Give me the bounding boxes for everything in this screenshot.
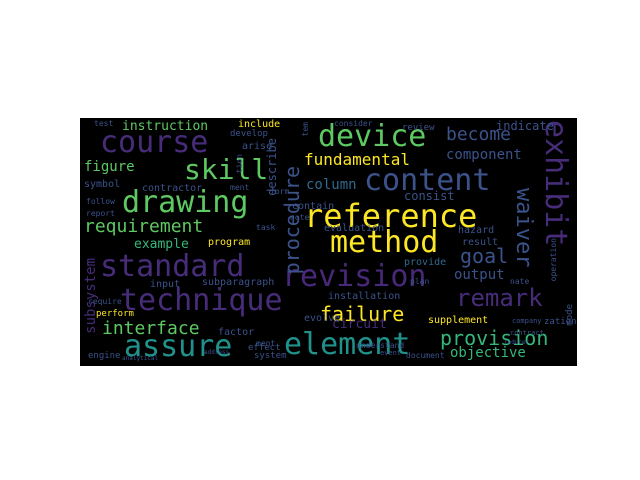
word-installation: installation: [328, 291, 401, 302]
word-event: event: [380, 349, 402, 357]
word-method: method: [330, 225, 439, 260]
word-operation: operation: [549, 238, 558, 282]
word-consider: consider: [334, 119, 373, 128]
word-ment-2: ment: [256, 339, 276, 348]
word-content: content: [364, 163, 491, 198]
word-assure: assure: [124, 329, 233, 364]
word-task: task: [256, 223, 276, 232]
word-tion: tion: [235, 154, 244, 174]
word-circuit: circuit: [332, 317, 387, 332]
word-component: component: [446, 147, 522, 163]
word-arise: arise: [242, 141, 273, 152]
word-skill: skill: [184, 153, 269, 186]
word-contract: contract: [510, 329, 544, 337]
word-revision: revision: [282, 259, 427, 294]
word-technique: technique: [120, 283, 283, 318]
word-factor: factor: [218, 327, 255, 338]
word-course: course: [100, 125, 209, 160]
word-symbol: symbol: [84, 179, 121, 190]
word-drawing: drawing: [122, 185, 249, 220]
word-document: document: [406, 351, 445, 360]
word-understand: understand: [356, 341, 405, 350]
word-include: include: [238, 119, 281, 130]
word-result: result: [462, 237, 499, 248]
word-effect: effect: [248, 343, 281, 353]
word-instruction: instruction: [122, 119, 209, 134]
word-follow: follow: [86, 197, 115, 206]
word-program: program: [208, 237, 251, 248]
word-develop: develop: [230, 129, 268, 139]
word-standard: standard: [100, 249, 245, 284]
word-fundamental: fundamental: [304, 150, 410, 169]
word-requirement: requirement: [84, 216, 204, 237]
word-interface: interface: [102, 318, 200, 339]
word-plan: plan: [410, 277, 430, 286]
word-column: column: [306, 177, 357, 193]
word-report: report: [86, 209, 115, 218]
word-evaluation: evaluation: [324, 223, 385, 234]
word-contain: contain: [292, 201, 335, 212]
word-note: note: [290, 213, 310, 222]
word-ment: ment: [230, 183, 250, 192]
word-failure: failure: [320, 302, 405, 326]
word-subparagraph: subparagraph: [202, 277, 275, 288]
word-objective: objective: [450, 345, 526, 361]
word-engine: engine: [88, 351, 121, 361]
word-test: test: [94, 119, 114, 128]
word-waiver: waiver: [511, 188, 536, 268]
word-evolve: evolve: [304, 313, 341, 324]
word-form: form: [270, 187, 290, 196]
word-provision: provision: [440, 326, 549, 350]
word-figure: figure: [84, 159, 135, 175]
word-address: address: [204, 349, 230, 356]
word-exhibit: exhibit: [538, 120, 573, 247]
word-tem: tem: [301, 122, 310, 137]
word-remark: remark: [456, 284, 543, 312]
word-company: company: [512, 317, 542, 325]
word-hazard: hazard: [458, 225, 495, 236]
word-indicate: indicate: [496, 119, 554, 133]
word-provide: provide: [404, 257, 447, 268]
word-example: example: [134, 237, 189, 252]
word-perform: perform: [96, 309, 134, 319]
word-system: system: [254, 351, 287, 361]
word-goal: goal: [460, 244, 509, 268]
word-require: require: [88, 297, 122, 306]
word-reducer: reducer: [504, 339, 530, 346]
word-element: element: [284, 327, 411, 362]
word-contractor: contractor: [142, 183, 203, 194]
word-input: input: [150, 279, 181, 290]
word-nate: nate: [510, 277, 530, 286]
word-review: review: [402, 123, 435, 133]
word-subsystem: subsystem: [83, 258, 99, 334]
word-supplement: supplement: [428, 315, 489, 326]
word-consist: consist: [404, 189, 455, 203]
word-become: become: [446, 124, 512, 145]
word-output: output: [454, 267, 505, 283]
word-device: device: [318, 119, 427, 154]
word-cloud-panel: reference method standard technique elem…: [80, 118, 577, 366]
word-analytical: analytical: [122, 355, 159, 362]
word-zation: zation: [544, 317, 577, 327]
word-reference: reference: [304, 197, 478, 235]
